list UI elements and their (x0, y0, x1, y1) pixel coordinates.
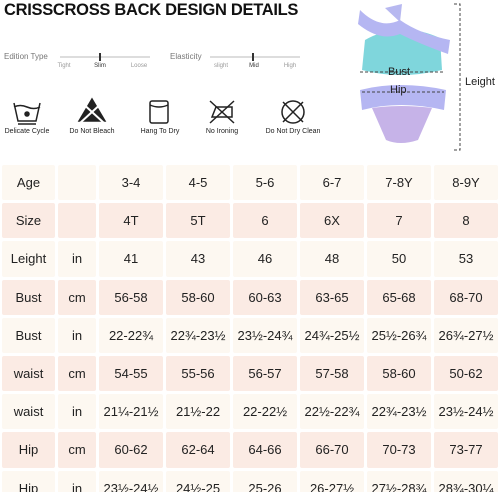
fit-option: High (283, 63, 297, 69)
value-cell: 46 (233, 241, 297, 277)
unit-cell: cm (58, 356, 96, 392)
fit-scales (60, 53, 300, 61)
value-cell: 8 (434, 203, 498, 239)
care-icons (13, 97, 305, 125)
swimsuit-figure (358, 3, 461, 151)
value-cell: 63-65 (300, 279, 364, 315)
value-cell: 57-58 (300, 356, 364, 392)
care-label: No Ironing (205, 128, 239, 135)
value-cell: 22¾-23½ (166, 317, 230, 353)
value-cell: 65-68 (367, 279, 431, 315)
row-label: waist (2, 356, 55, 392)
unit-cell: cm (58, 432, 96, 468)
value-cell: 8-9Y (434, 165, 498, 201)
value-cell: 4-5 (166, 165, 230, 201)
value-cell: 62-64 (166, 432, 230, 468)
value-cell: 43 (166, 241, 230, 277)
value-cell: 27½-28¾ (367, 470, 431, 492)
care-label: Do Not Bleach (69, 128, 115, 135)
fit-label: Elasticity (170, 52, 202, 61)
unit-cell (58, 203, 96, 239)
value-cell: 66-70 (300, 432, 364, 468)
value-cell: 22½-22¾ (300, 394, 364, 430)
care-label: Delicate Cycle (4, 128, 50, 135)
value-cell: 26¾-27½ (434, 317, 498, 353)
unit-cell: cm (58, 279, 96, 315)
value-cell: 56-58 (99, 279, 163, 315)
value-cell: 24½-25 (166, 470, 230, 492)
value-cell: 60-62 (99, 432, 163, 468)
care-label: Hang To Dry (140, 128, 180, 135)
fit-option: Loose (130, 63, 148, 69)
value-cell: 6 (233, 203, 297, 239)
row-label: Hip (2, 470, 55, 492)
value-cell: 28¾-30¼ (434, 470, 498, 492)
row-label: Hip (2, 432, 55, 468)
value-cell: 7-8Y (367, 165, 431, 201)
value-cell: 25½-26¾ (367, 317, 431, 353)
value-cell: 23½-24½ (434, 394, 498, 430)
fit-option: slight (213, 63, 229, 69)
row-label: Leight (2, 241, 55, 277)
unit-cell (58, 165, 96, 201)
value-cell: 48 (300, 241, 364, 277)
value-cell: 55-56 (166, 356, 230, 392)
value-cell: 24¾-25½ (300, 317, 364, 353)
value-cell: 22-22½ (233, 394, 297, 430)
unit-cell: in (58, 241, 96, 277)
value-cell: 53 (434, 241, 498, 277)
figure-label: Hip (390, 84, 407, 96)
value-cell: 68-70 (434, 279, 498, 315)
value-cell: 56-57 (233, 356, 297, 392)
row-label: Bust (2, 279, 55, 315)
value-cell: 58-60 (367, 356, 431, 392)
value-cell: 23½-24½ (99, 470, 163, 492)
value-cell: 5-6 (233, 165, 297, 201)
value-cell: 54-55 (99, 356, 163, 392)
row-label: Age (2, 165, 55, 201)
fit-option: Slim (94, 63, 106, 69)
fit-label: Edition Type (4, 52, 48, 61)
row-label: Bust (2, 317, 55, 353)
value-cell: 6-7 (300, 165, 364, 201)
value-cell: 22-22¾ (99, 317, 163, 353)
value-cell: 7 (367, 203, 431, 239)
unit-cell: in (58, 394, 96, 430)
value-cell: 64-66 (233, 432, 297, 468)
row-label: Size (2, 203, 55, 239)
value-cell: 26-27½ (300, 470, 364, 492)
unit-cell: in (58, 317, 96, 353)
value-cell: 58-60 (166, 279, 230, 315)
fit-option: Tight (57, 63, 71, 69)
value-cell: 4T (99, 203, 163, 239)
value-cell: 21¼-21½ (99, 394, 163, 430)
value-cell: 25-26 (233, 470, 297, 492)
row-label: waist (2, 394, 55, 430)
value-cell: 23½-24¾ (233, 317, 297, 353)
value-cell: 3-4 (99, 165, 163, 201)
care-label: Do Not Dry Clean (265, 128, 321, 135)
unit-cell: in (58, 470, 96, 492)
value-cell: 70-73 (367, 432, 431, 468)
title: CRISSCROSS BACK DESIGN DETAILS (4, 1, 299, 19)
value-cell: 6X (300, 203, 364, 239)
value-cell: 21½-22 (166, 394, 230, 430)
fit-option: Mid (249, 63, 259, 69)
figure-label: Leight (465, 76, 495, 88)
value-cell: 50 (367, 241, 431, 277)
value-cell: 50-62 (434, 356, 498, 392)
value-cell: 41 (99, 241, 163, 277)
value-cell: 5T (166, 203, 230, 239)
value-cell: 22¾-23½ (367, 394, 431, 430)
value-cell: 60-63 (233, 279, 297, 315)
value-cell: 73-77 (434, 432, 498, 468)
size-table: Age 3-4 4-5 5-6 6-7 7-8Y 8-9Y Size 4T 5T 6 6X 7 8 Leig… (0, 164, 500, 492)
figure-label: Bust (388, 66, 411, 78)
